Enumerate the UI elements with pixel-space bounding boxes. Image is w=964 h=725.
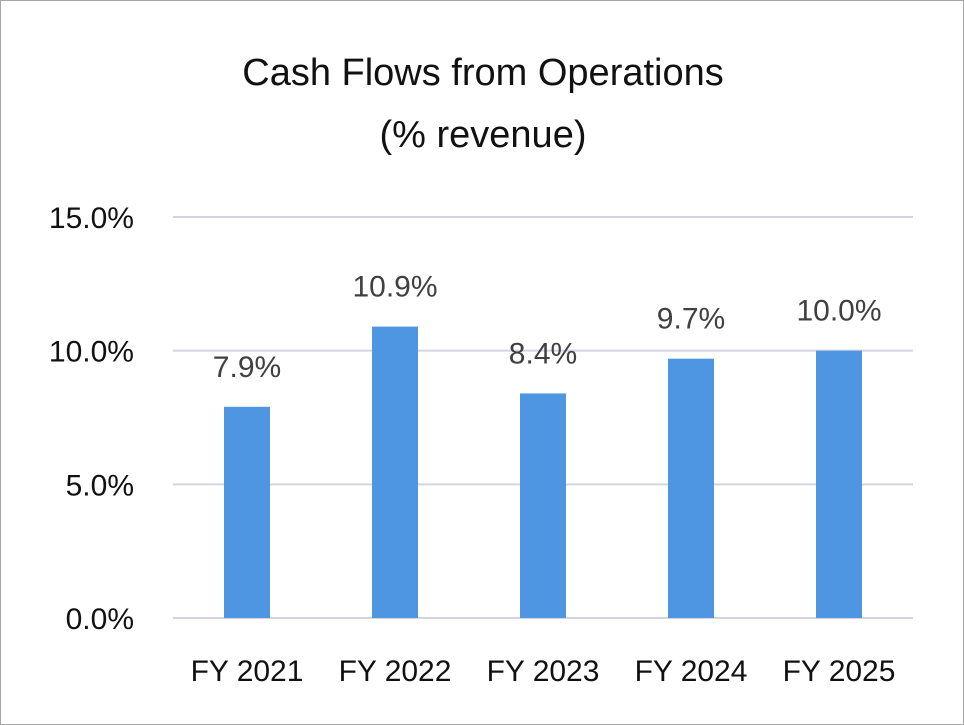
y-tick-label: 5.0% [66, 469, 134, 502]
data-label: 8.4% [509, 337, 577, 370]
bar [224, 406, 270, 618]
x-tick-label: FY 2025 [783, 655, 896, 688]
y-tick-label: 15.0% [49, 202, 134, 235]
data-label: 10.9% [352, 271, 437, 304]
x-tick-label: FY 2022 [339, 655, 452, 688]
y-tick-label: 0.0% [66, 603, 134, 636]
y-tick-label: 10.0% [49, 336, 134, 369]
bar [668, 358, 714, 618]
x-tick-label: FY 2021 [191, 655, 304, 688]
bar [520, 393, 566, 618]
data-label: 7.9% [213, 351, 281, 384]
chart-subtitle: (% revenue) [380, 114, 587, 156]
x-tick-label: FY 2023 [487, 655, 600, 688]
data-label: 10.0% [796, 295, 881, 328]
data-label: 9.7% [657, 303, 725, 336]
bar [372, 326, 418, 618]
x-tick-label: FY 2024 [635, 655, 748, 688]
bar [816, 350, 862, 618]
chart-title: Cash Flows from Operations [242, 52, 724, 94]
